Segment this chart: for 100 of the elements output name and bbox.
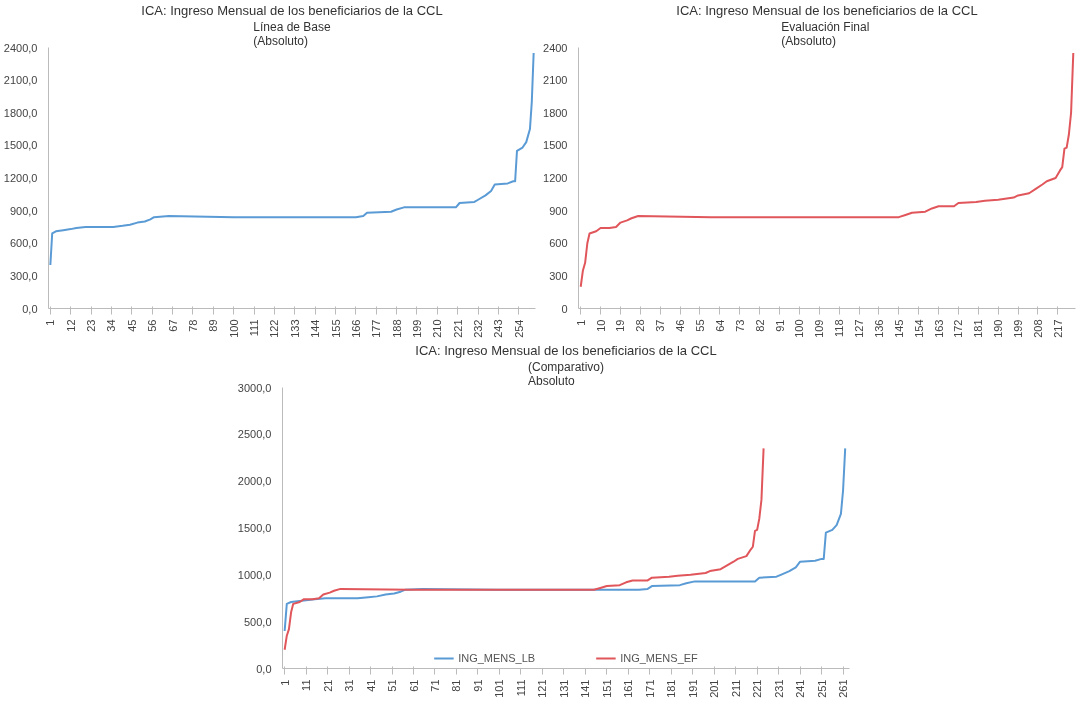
line-series (49, 51, 535, 266)
x-tick-label: 91 (773, 319, 786, 332)
x-tick-label: 177 (370, 319, 383, 338)
x-tick-label: 101 (493, 679, 506, 698)
chart-title: ICA: Ingreso Mensual de los beneficiarios de la CCL (676, 2, 978, 18)
x-tick-label: 241 (794, 679, 807, 698)
x-tick-label: 56 (146, 319, 159, 332)
y-tick-label: 2400,0 (3, 41, 38, 54)
x-tick-label: 163 (932, 319, 945, 338)
x-tick-label: 23 (85, 319, 98, 332)
x-tick-label: 166 (349, 319, 362, 338)
x-tick-label: 37 (654, 319, 667, 332)
x-tick-label: 71 (428, 679, 441, 692)
y-tick-label: 0,0 (22, 302, 38, 315)
y-tick-label: 1500,0 (3, 139, 38, 152)
x-tick-label: 232 (472, 319, 485, 338)
chart-subtitle: Evaluación Final (Absoluto) (781, 19, 870, 48)
x-tick-label: 41 (364, 679, 377, 692)
y-tick-label: 1000,0 (237, 568, 272, 581)
legend-label: ING_MENS_LB (458, 652, 536, 664)
chart-subtitle: Línea de Base (Absoluto) (253, 19, 332, 48)
y-tick-label: 2000,0 (237, 475, 272, 488)
x-tick-label: 201 (708, 679, 721, 698)
y-tick-label: 2400 (543, 41, 568, 54)
x-tick-label: 51 (386, 679, 399, 692)
x-tick-label: 111 (248, 319, 261, 337)
x-tick-label: 100 (227, 319, 240, 338)
x-tick-label: 78 (186, 319, 199, 332)
x-tick-label: 172 (952, 319, 965, 338)
y-tick-label: 2500,0 (237, 428, 272, 441)
x-tick-label: 191 (686, 679, 699, 698)
x-tick-label: 243 (492, 319, 505, 338)
x-tick-label: 171 (643, 679, 656, 698)
x-tick-label: 100 (793, 319, 806, 338)
y-tick-label: 300,0 (9, 269, 38, 282)
x-tick-label: 1 (278, 679, 291, 686)
x-tick-label: 12 (64, 319, 77, 332)
chart-subtitle: (Comparativo) Absoluto (527, 359, 605, 388)
x-tick-label: 251 (815, 679, 828, 698)
x-tick-label: 10 (594, 319, 607, 332)
x-tick-label: 111 (514, 679, 527, 697)
x-tick-label: 161 (622, 679, 635, 698)
y-tick-label: 1800,0 (3, 106, 38, 119)
x-tick-label: 55 (693, 319, 706, 332)
x-tick-label: 154 (912, 319, 925, 338)
y-tick-label: 1800 (543, 106, 568, 119)
x-tick-label: 109 (813, 319, 826, 338)
x-tick-label: 211 (729, 679, 742, 698)
line-series (579, 51, 1075, 288)
x-tick-label: 73 (733, 319, 746, 332)
chart-title: ICA: Ingreso Mensual de los beneficiarios de la CCL (141, 2, 443, 18)
y-tick-label: 0,0 (256, 662, 272, 675)
x-tick-label: 141 (579, 679, 592, 698)
y-tick-label: 1200,0 (3, 172, 38, 184)
y-tick-label: 600,0 (9, 237, 38, 250)
x-tick-label: 67 (166, 319, 179, 332)
x-tick-label: 188 (390, 319, 403, 338)
chart-title: ICA: Ingreso Mensual de los beneficiarios de la CCL (415, 342, 717, 358)
x-tick-label: 118 (833, 319, 846, 338)
x-tick-label: 46 (674, 319, 687, 332)
x-tick-label: 136 (872, 319, 885, 338)
y-tick-label: 900 (549, 204, 568, 217)
x-tick-label: 210 (431, 319, 444, 338)
x-tick-label: 221 (751, 679, 764, 698)
x-tick-label: 64 (713, 319, 726, 332)
x-tick-label: 190 (992, 319, 1005, 338)
y-tick-label: 300 (549, 269, 568, 282)
y-tick-label: 0 (561, 302, 568, 315)
x-tick-label: 199 (1012, 319, 1025, 338)
x-tick-label: 231 (772, 679, 785, 698)
x-tick-label: 254 (512, 319, 525, 338)
x-tick-label: 1 (574, 319, 587, 326)
x-tick-label: 217 (1051, 319, 1064, 338)
x-tick-label: 91 (471, 679, 484, 692)
y-tick-label: 1200 (543, 172, 568, 184)
x-tick-label: 1 (44, 319, 57, 326)
x-tick-label: 221 (451, 319, 464, 338)
y-tick-label: 1500 (543, 139, 568, 152)
x-tick-label: 61 (407, 679, 420, 692)
y-tick-label: 900,0 (9, 204, 38, 217)
y-tick-label: 3000,0 (237, 381, 272, 394)
x-tick-label: 208 (1031, 319, 1044, 338)
x-tick-label: 45 (125, 319, 138, 332)
y-tick-label: 600 (549, 237, 568, 250)
x-tick-label: 28 (634, 319, 647, 332)
x-tick-label: 133 (288, 319, 301, 338)
y-tick-label: 2100,0 (3, 74, 38, 87)
x-tick-label: 89 (207, 319, 220, 332)
x-tick-label: 127 (853, 319, 866, 338)
x-tick-label: 82 (753, 319, 766, 332)
x-tick-label: 21 (321, 679, 334, 692)
y-tick-label: 2100 (543, 74, 568, 87)
y-tick-label: 1500,0 (237, 522, 272, 534)
x-tick-label: 155 (329, 319, 342, 338)
x-tick-label: 34 (105, 319, 118, 332)
x-tick-label: 145 (892, 319, 905, 338)
x-tick-label: 81 (450, 679, 463, 692)
x-tick-label: 181 (972, 319, 985, 338)
line-series (283, 447, 765, 651)
x-tick-label: 122 (268, 319, 281, 338)
